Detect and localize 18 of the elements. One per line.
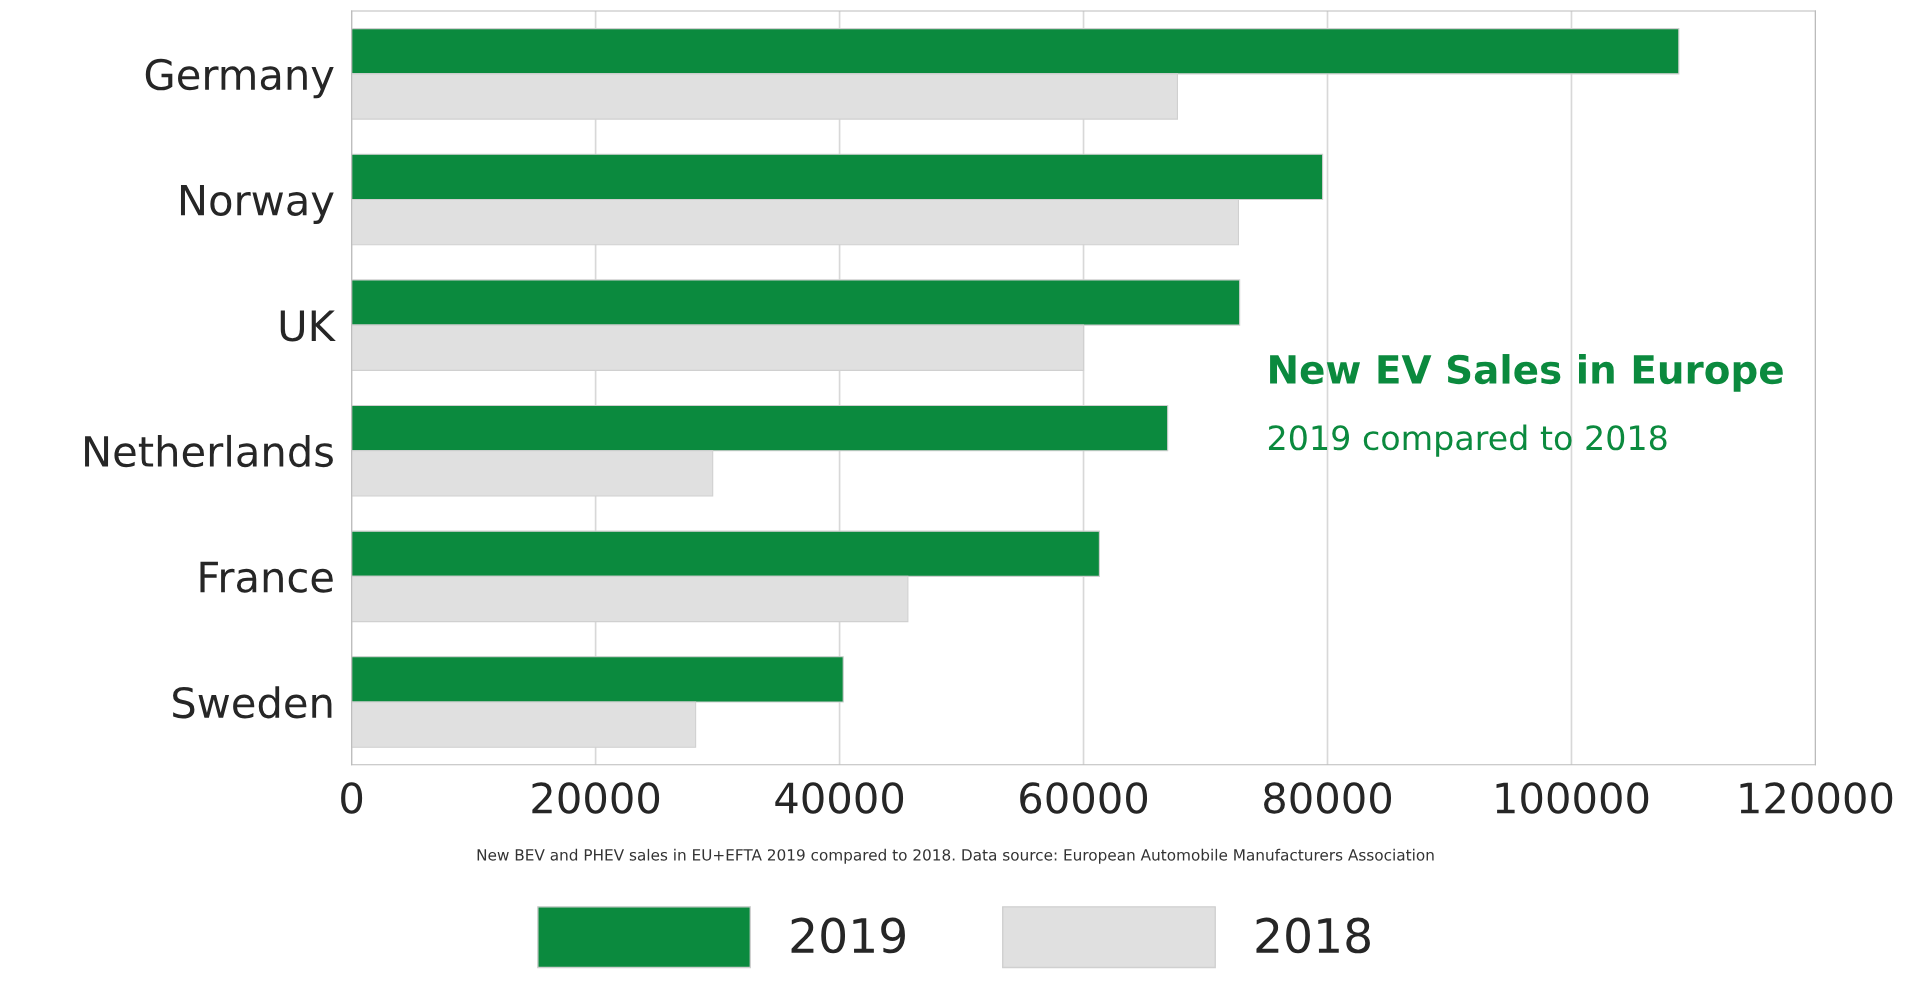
y-tick-label: Norway xyxy=(180,184,334,224)
x-tick-label: 0 xyxy=(341,782,363,814)
legend-label: 2019 xyxy=(791,917,905,954)
text: New EV Sales in Europe xyxy=(1270,354,1783,392)
legend-label: 2018 xyxy=(1256,917,1370,954)
x-tick-label: 40000 xyxy=(775,782,904,814)
x-tick-label: 120000 xyxy=(1740,782,1893,814)
x-tick-label: 20000 xyxy=(532,782,660,814)
text: 2019 compared to 2018 xyxy=(1268,424,1667,457)
x-tick-label: 80000 xyxy=(1264,782,1392,814)
y-tick-label: UK xyxy=(280,310,336,342)
y-tick-label: France xyxy=(200,561,333,593)
y-tick-label: Netherlands xyxy=(85,434,333,468)
text: New BEV and PHEV sales in EU+EFTA 2019 compared to 2018. Data source: European Automobile Manufacturers Association xyxy=(477,848,1434,864)
y-tick-label: Sweden xyxy=(173,686,332,719)
y-tick-label: Germany xyxy=(145,58,334,99)
x-tick-label: 100000 xyxy=(1496,782,1649,814)
x-tick-label: 60000 xyxy=(1020,782,1148,814)
